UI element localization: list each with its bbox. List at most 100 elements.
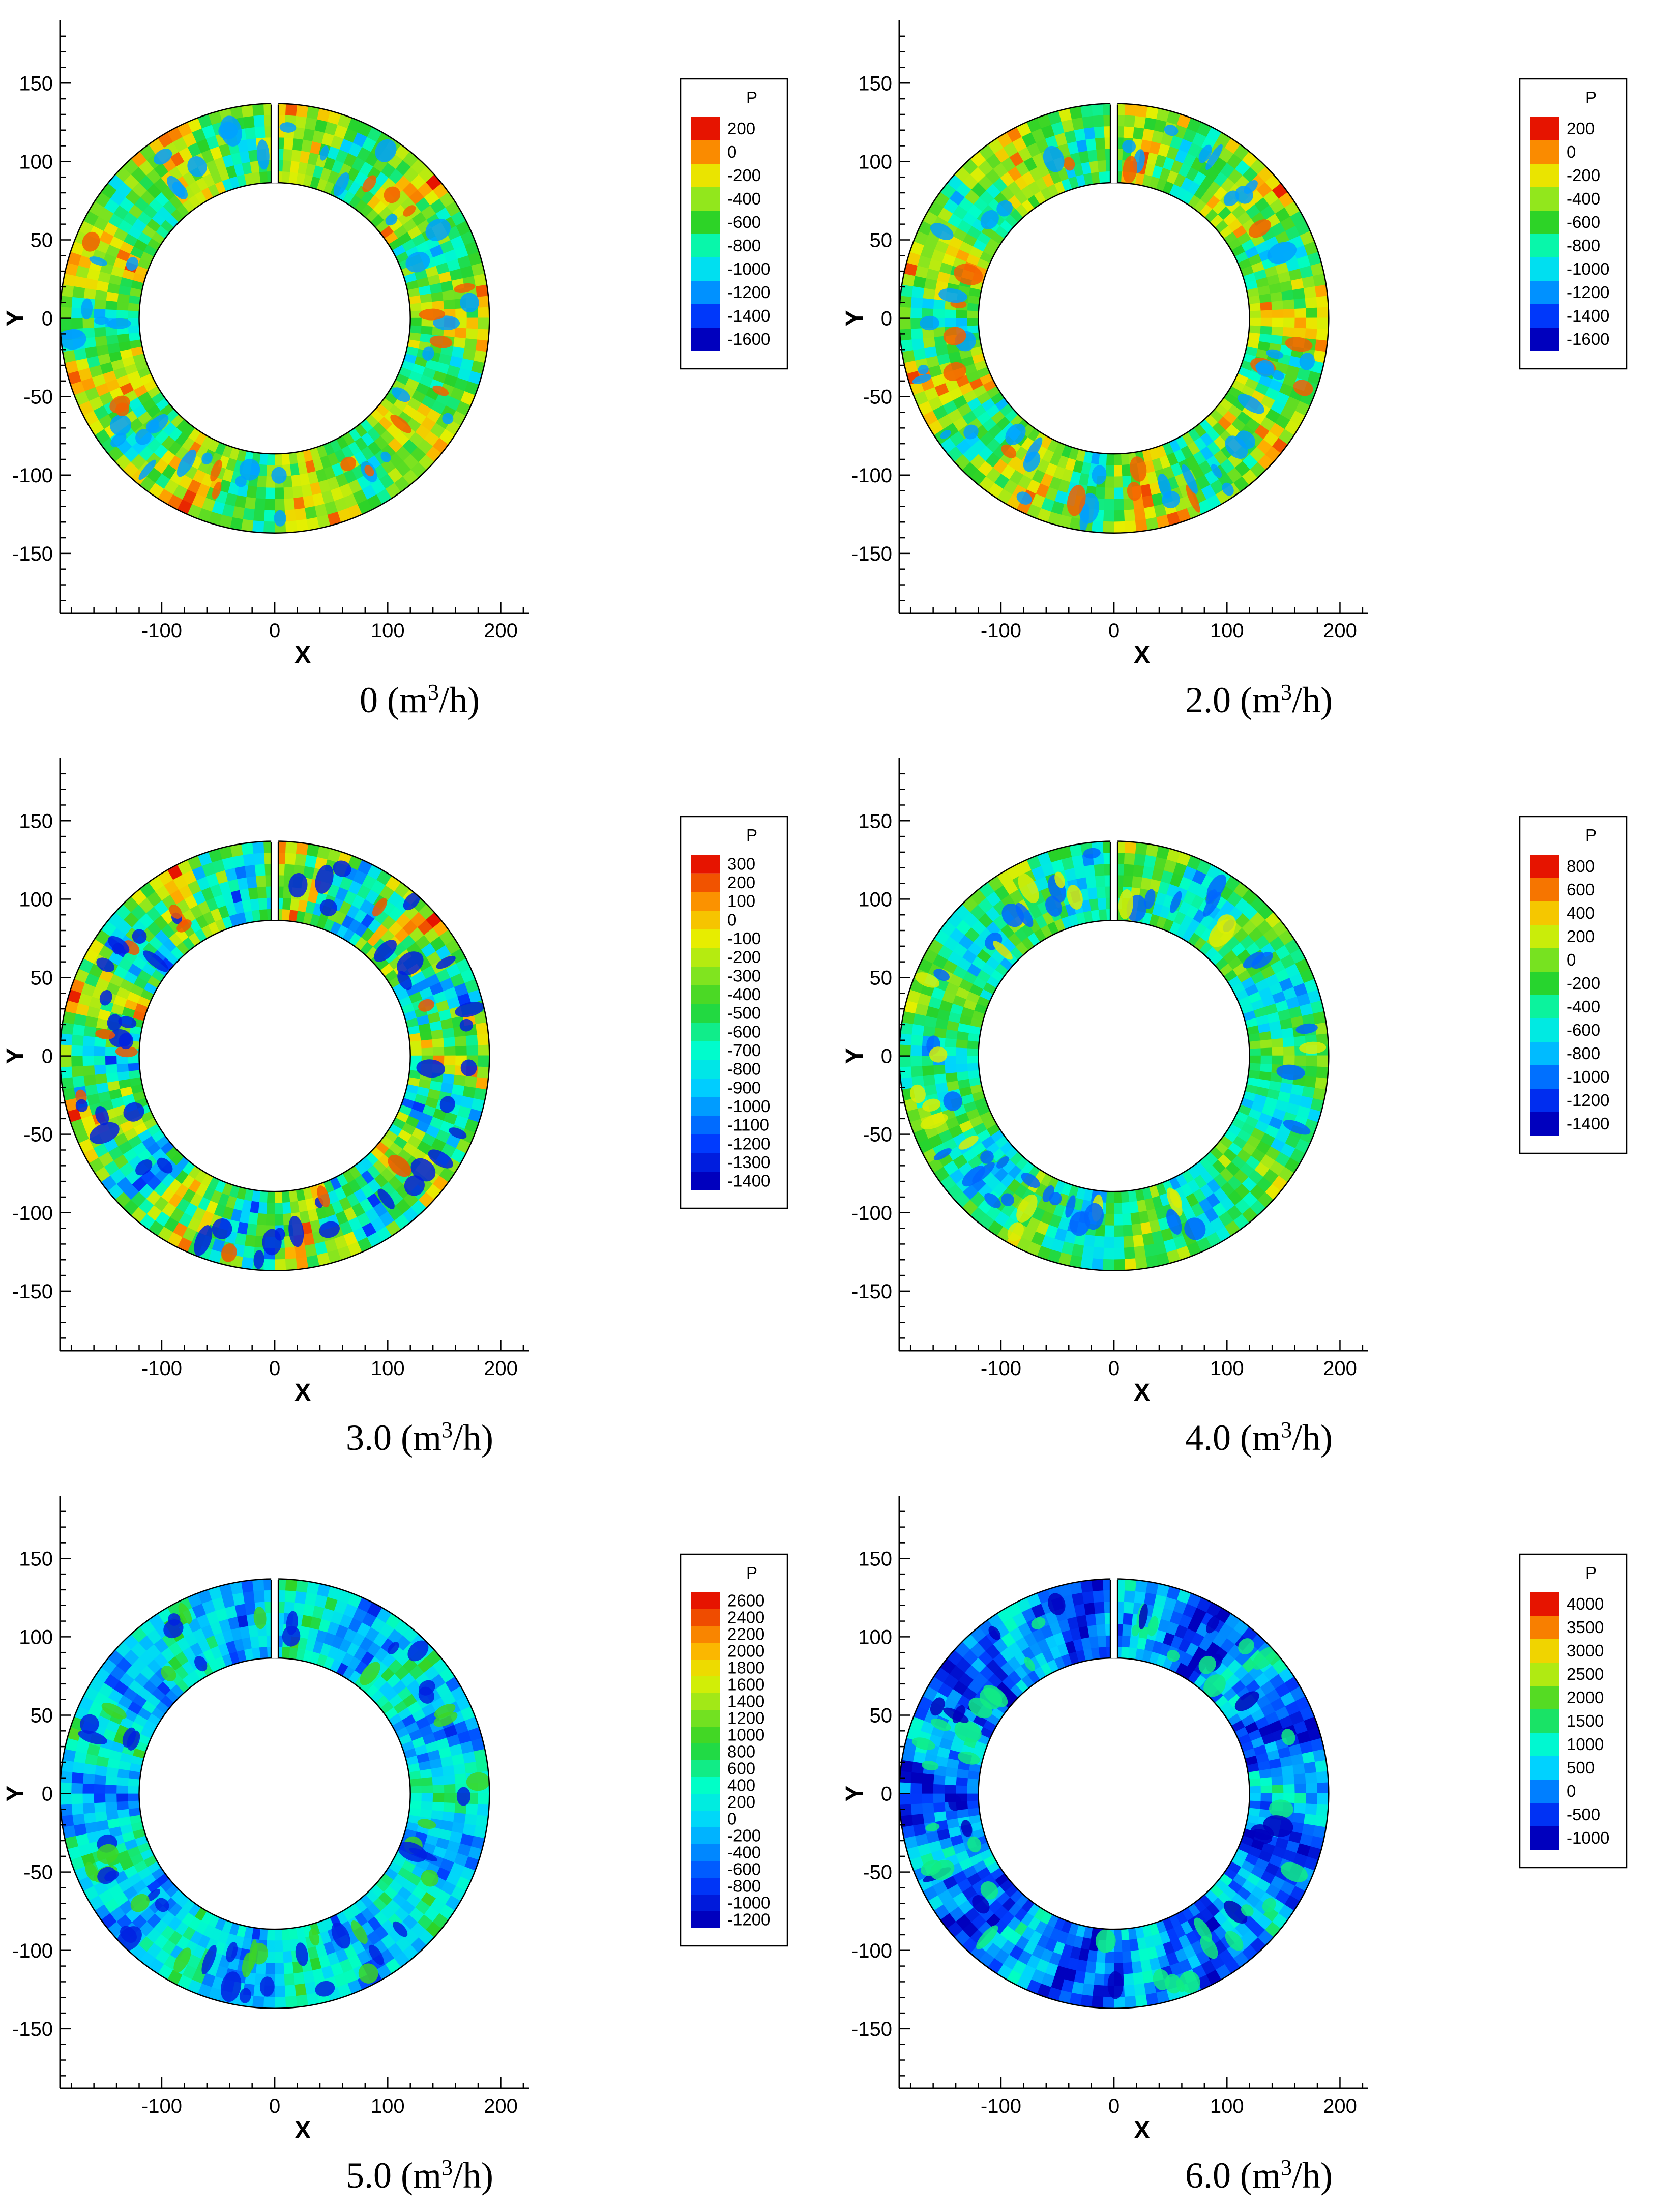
legend-swatch bbox=[691, 117, 720, 140]
legend-swatch bbox=[691, 211, 720, 234]
x-tick-label: 100 bbox=[1210, 2095, 1244, 2117]
legend-swatch bbox=[1530, 164, 1559, 187]
legend-label: 0 bbox=[727, 142, 737, 161]
legend-swatch bbox=[691, 1041, 720, 1060]
legend-swatch bbox=[691, 1861, 720, 1878]
legend-label: -600 bbox=[727, 1860, 761, 1879]
y-tick-label: 0 bbox=[42, 1045, 53, 1068]
legend-swatch bbox=[691, 164, 720, 187]
x-tick-label: -100 bbox=[141, 2095, 182, 2117]
legend-swatch bbox=[1530, 855, 1559, 878]
legend-swatch bbox=[1530, 1780, 1559, 1803]
legend-swatch bbox=[1530, 1663, 1559, 1686]
contour-plot-2: -100 0 100 200-150-100-50050100150XYP300200… bbox=[2, 758, 788, 1406]
panel-5: -100 0 100 200 -150 -100 -50 0 50 100 150 X Y P 4000 35… bbox=[839, 1475, 1678, 2208]
x-tick-label: 0 bbox=[1108, 2095, 1120, 2117]
inner-boundary bbox=[138, 182, 411, 455]
legend-label: 3500 bbox=[1567, 1618, 1604, 1637]
legend-swatch bbox=[691, 1811, 720, 1827]
legend-swatch bbox=[691, 911, 720, 929]
legend-title: P bbox=[1585, 826, 1597, 845]
caption-2: 3.0 (m3/h) bbox=[346, 1417, 493, 1458]
legend-swatch bbox=[691, 328, 720, 351]
legend-swatch bbox=[691, 1060, 720, 1079]
legend-swatch bbox=[691, 1153, 720, 1172]
legend-swatch bbox=[1530, 1639, 1559, 1663]
y-tick-label: 0 bbox=[881, 1783, 892, 1806]
legend-swatch bbox=[1530, 925, 1559, 948]
legend-swatch bbox=[691, 257, 720, 281]
y-axis-title: Y bbox=[2, 1786, 29, 1802]
panel-2: -100 0 100 200 -150 -100 -50 0 50 100 150 X Y P 300 200… bbox=[0, 738, 839, 1470]
x-axis-title: X bbox=[294, 642, 311, 668]
legend-swatch bbox=[1530, 1733, 1559, 1756]
caption-0: 0 (m3/h) bbox=[360, 680, 480, 720]
legend-label: 200 bbox=[727, 1793, 755, 1812]
y-tick-label: -100 bbox=[851, 464, 892, 487]
legend-label: -200 bbox=[727, 166, 761, 185]
slit-gap bbox=[271, 840, 279, 920]
x-tick-label: 0 bbox=[269, 1357, 280, 1380]
y-tick-label: 150 bbox=[858, 810, 892, 832]
legend-label: 1800 bbox=[727, 1658, 764, 1677]
legend-swatch bbox=[691, 140, 720, 164]
x-tick-label: 100 bbox=[371, 1357, 405, 1380]
slit-gap bbox=[1110, 1578, 1118, 1658]
legend-label: 300 bbox=[727, 854, 755, 873]
legend-swatch bbox=[1530, 281, 1559, 304]
legend-label: -400 bbox=[727, 985, 761, 1004]
y-tick-label: 50 bbox=[31, 967, 53, 989]
y-axis-title: Y bbox=[841, 310, 868, 327]
legend-label: 200 bbox=[727, 119, 755, 138]
legend-swatch bbox=[691, 1727, 720, 1743]
y-tick-label: -150 bbox=[851, 543, 892, 565]
legend-label: 600 bbox=[727, 1759, 755, 1778]
y-tick-label: 100 bbox=[858, 151, 892, 173]
legend-label: 4000 bbox=[1567, 1594, 1604, 1613]
legend-swatch bbox=[691, 1844, 720, 1861]
y-tick-label: -150 bbox=[851, 1280, 892, 1303]
caption-3: 4.0 (m3/h) bbox=[1185, 1417, 1333, 1458]
y-tick-label: -100 bbox=[12, 464, 53, 487]
legend-swatch bbox=[1530, 140, 1559, 164]
legend-label: -1600 bbox=[1567, 330, 1609, 348]
legend-label: 1000 bbox=[727, 1726, 764, 1744]
legend-swatch bbox=[1530, 1826, 1559, 1850]
legend-swatch bbox=[691, 1592, 720, 1609]
x-axis-title: X bbox=[1134, 2117, 1150, 2144]
legend-label: -1400 bbox=[727, 306, 770, 325]
legend-label: 2000 bbox=[1567, 1688, 1604, 1707]
legend-swatch bbox=[691, 855, 720, 874]
x-axis-title: X bbox=[294, 1379, 311, 1406]
panel-1: -100 0 100 200 -150 -100 -50 0 50 100 150 X Y P 200 0 -2… bbox=[839, 0, 1678, 733]
contour-field bbox=[60, 1579, 490, 2009]
legend-label: -1000 bbox=[1567, 1828, 1609, 1847]
legend-label: -200 bbox=[1567, 166, 1600, 185]
x-tick-label: -100 bbox=[981, 620, 1021, 642]
legend-label: 2400 bbox=[727, 1608, 764, 1627]
y-axis-title: Y bbox=[2, 310, 29, 327]
legend-label: -1200 bbox=[727, 1910, 770, 1929]
x-tick-label: -100 bbox=[141, 620, 182, 642]
legend-label: -100 bbox=[727, 929, 761, 948]
legend-label: 0 bbox=[1567, 950, 1576, 969]
x-tick-label: 200 bbox=[484, 2095, 518, 2117]
y-tick-label: 150 bbox=[858, 72, 892, 95]
legend-label: -800 bbox=[1567, 1044, 1600, 1063]
legend-label: 1200 bbox=[727, 1709, 764, 1728]
y-axis-title: Y bbox=[841, 1048, 868, 1064]
legend-label: 500 bbox=[1567, 1758, 1595, 1777]
legend-label: -200 bbox=[727, 948, 761, 967]
y-tick-label: 0 bbox=[881, 308, 892, 330]
legend-swatch bbox=[691, 1134, 720, 1153]
caption-1: 2.0 (m3/h) bbox=[1185, 680, 1333, 720]
legend-swatch bbox=[1530, 211, 1559, 234]
y-tick-label: 150 bbox=[19, 810, 53, 832]
slit-gap bbox=[271, 1578, 279, 1658]
legend-label: -1400 bbox=[1567, 306, 1609, 325]
contour-plot-3: -100 0 100 200-150-100-50050100150XYP800600… bbox=[841, 758, 1628, 1406]
x-tick-label: 100 bbox=[1210, 1357, 1244, 1380]
legend-swatch bbox=[1530, 1018, 1559, 1042]
legend-swatch bbox=[1530, 1616, 1559, 1639]
